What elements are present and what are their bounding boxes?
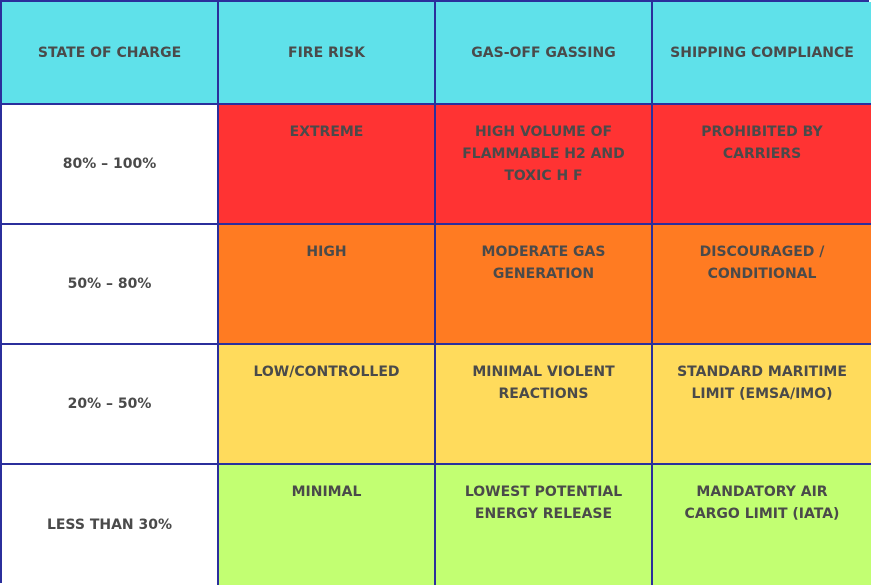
cell-text: 50% – 80% (67, 276, 152, 292)
cell-text: 20% – 50% (67, 396, 152, 412)
row-4-state-of-charge: LESS THAN 30% (2, 465, 219, 585)
row-3-state-of-charge: 20% – 50% (2, 345, 219, 465)
header-gas-off-gassing: GAS-OFF GASSING (436, 2, 653, 105)
cell-text: STANDARD MARITIME LIMIT (EMSA/IMO) (677, 364, 847, 402)
header-label: STATE OF CHARGE (37, 44, 182, 61)
cell-text: PROHIBITED BY CARRIERS (701, 124, 823, 162)
row-4-shipping-compliance: MANDATORY AIR CARGO LIMIT (IATA) (653, 465, 871, 585)
row-2-shipping-compliance: DISCOURAGED / CONDITIONAL (653, 225, 871, 345)
row-4-fire-risk: MINIMAL (219, 465, 436, 585)
header-label: GAS-OFF GASSING (471, 44, 616, 61)
cell-text: LESS THAN 30% (46, 517, 173, 533)
row-4-gas-off-gassing: LOWEST POTENTIAL ENERGY RELEASE (436, 465, 653, 585)
cell-text: LOWEST POTENTIAL ENERGY RELEASE (464, 484, 623, 522)
cell-text: MINIMAL (291, 484, 362, 500)
header-label: SHIPPING COMPLIANCE (670, 44, 854, 61)
row-3-gas-off-gassing: MINIMAL VIOLENT REACTIONS (436, 345, 653, 465)
cell-text: HIGH (306, 244, 347, 260)
header-label: FIRE RISK (288, 44, 365, 61)
header-shipping-compliance: SHIPPING COMPLIANCE (653, 2, 871, 105)
row-1-fire-risk: EXTREME (219, 105, 436, 225)
row-3-fire-risk: LOW/CONTROLLED (219, 345, 436, 465)
row-1-state-of-charge: 80% – 100% (2, 105, 219, 225)
cell-text: DISCOURAGED / CONDITIONAL (699, 244, 825, 282)
row-1-shipping-compliance: PROHIBITED BY CARRIERS (653, 105, 871, 225)
row-2-gas-off-gassing: MODERATE GAS GENERATION (436, 225, 653, 345)
cell-text: MANDATORY AIR CARGO LIMIT (IATA) (684, 484, 840, 522)
row-2-fire-risk: HIGH (219, 225, 436, 345)
cell-text: EXTREME (289, 124, 364, 140)
row-1-gas-off-gassing: HIGH VOLUME OF FLAMMABLE H2 AND TOXIC H … (436, 105, 653, 225)
cell-text: 80% – 100% (62, 156, 157, 172)
cell-text: MODERATE GAS GENERATION (481, 244, 606, 282)
header-fire-risk: FIRE RISK (219, 2, 436, 105)
cell-text: HIGH VOLUME OF FLAMMABLE H2 AND TOXIC H … (462, 124, 625, 184)
cell-text: LOW/CONTROLLED (253, 364, 400, 380)
row-2-state-of-charge: 50% – 80% (2, 225, 219, 345)
row-3-shipping-compliance: STANDARD MARITIME LIMIT (EMSA/IMO) (653, 345, 871, 465)
header-state-of-charge: STATE OF CHARGE (2, 2, 219, 105)
cell-text: MINIMAL VIOLENT REACTIONS (472, 364, 615, 402)
